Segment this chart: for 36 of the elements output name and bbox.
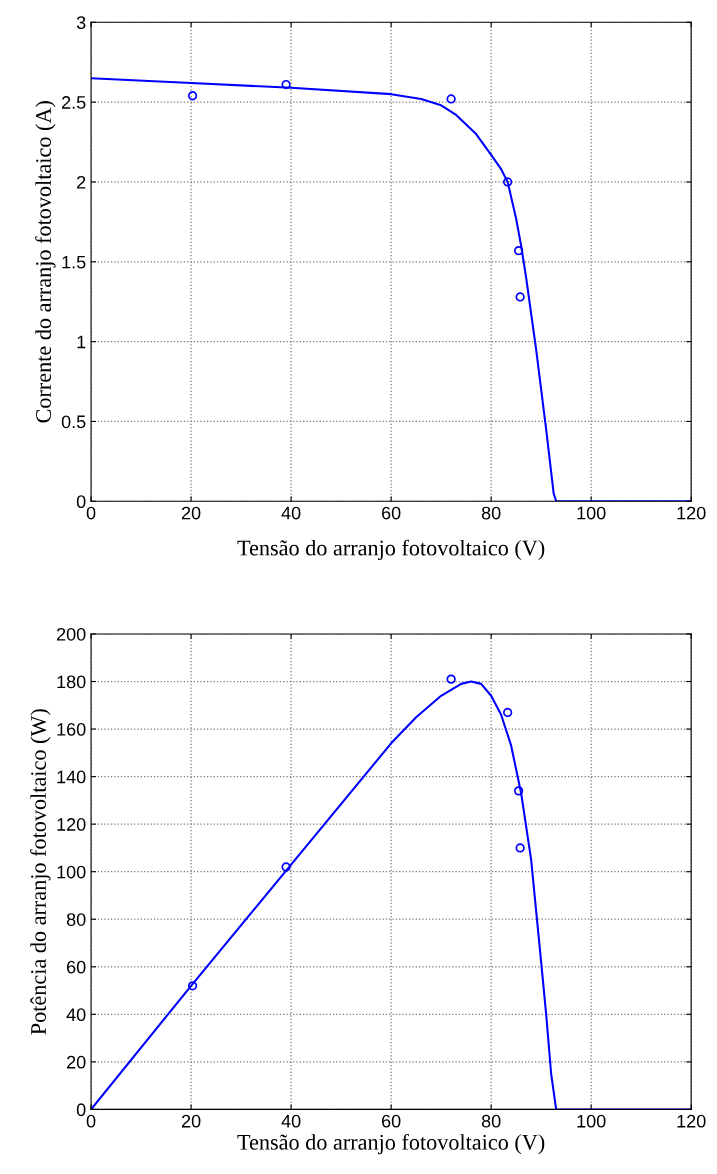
x-tick-label: 0 [86,1114,96,1128]
y-tick-label: 0 [76,1103,86,1117]
y-tick-label: 160 [57,722,86,736]
y-axis-title: Potência do arranjo fotovoltaico (W) [30,709,51,1035]
x-tick-label: 40 [281,506,301,520]
y-tick-label: 100 [57,865,86,879]
y-tick-label: 2 [77,175,86,189]
x-tick-label: 100 [577,506,606,520]
y-tick-label: 180 [57,675,86,689]
x-tick-label: 20 [181,506,201,520]
y-tick-label: 140 [57,770,86,784]
y-tick-label: 1.5 [62,255,86,269]
y-tick-label: 60 [67,960,86,974]
y-tick-label: 200 [56,627,86,641]
y-tick-label: 80 [66,913,86,926]
x-axis-title: Tensão do arranjo fotovoltaico (V) [237,539,545,561]
x-tick-label: 0 [86,506,96,520]
x-tick-label: 40 [281,1114,301,1128]
x-tick-label: 80 [481,506,501,520]
x-tick-label: 120 [677,1114,706,1128]
x-tick-label: 120 [677,506,706,520]
x-axis-title: Tensão do arranjo fotovoltaico (V) [237,1133,545,1155]
y-tick-label: 2.5 [62,96,86,109]
y-axis-title: Corrente do arranjo fotovoltaico (A) [35,101,56,423]
x-tick-label: 100 [577,1114,606,1128]
x-tick-label: 20 [181,1114,201,1128]
y-tick-label: 120 [57,818,86,831]
x-tick-label: 80 [481,1114,501,1128]
y-tick-label: 1 [77,335,86,349]
y-tick-label: 20 [67,1055,86,1069]
y-tick-label: 0 [76,495,86,509]
y-tick-label: 0.5 [61,415,86,429]
y-tick-label: 3 [76,16,86,30]
x-tick-label: 60 [382,1114,401,1128]
y-tick-label: 40 [66,1008,86,1022]
x-tick-label: 60 [382,506,401,520]
